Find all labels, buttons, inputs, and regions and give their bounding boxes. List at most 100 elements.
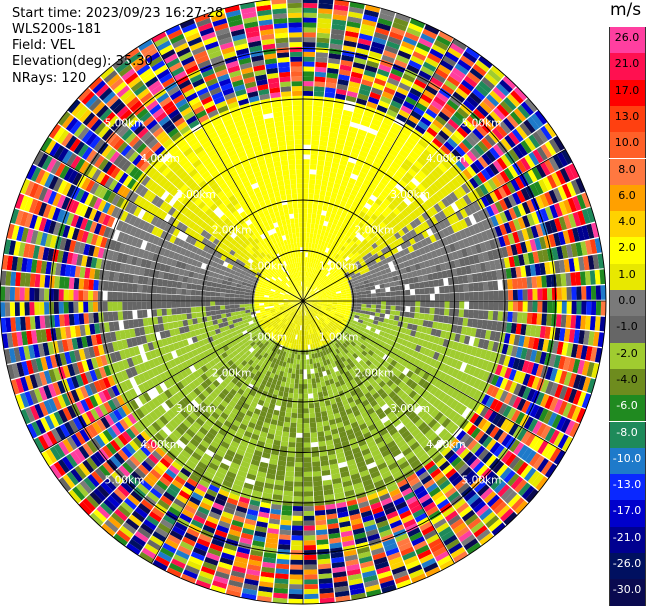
- velocity-gate: [356, 192, 364, 200]
- velocity-gate: [332, 297, 338, 300]
- velocity-gate: [319, 376, 325, 383]
- velocity-gate: [350, 341, 357, 347]
- velocity-gate: [444, 449, 456, 461]
- velocity-gate: [386, 356, 394, 364]
- velocity-gate: [331, 292, 337, 295]
- velocity-gate: [404, 354, 412, 362]
- velocity-gate: [306, 334, 310, 340]
- velocity-gate: [306, 364, 311, 370]
- velocity-gate: [548, 138, 561, 154]
- velocity-gate: [415, 294, 421, 301]
- velocity-gate: [403, 395, 412, 405]
- velocity-gate: [332, 387, 338, 394]
- velocity-gate: [303, 384, 308, 389]
- velocity-gate: [340, 350, 347, 357]
- velocity-gate: [565, 244, 574, 258]
- velocity-gate: [346, 295, 352, 299]
- velocity-gate: [529, 264, 537, 276]
- velocity-gate: [332, 246, 338, 252]
- velocity-gate: [336, 452, 345, 459]
- velocity-gate: [416, 156, 427, 167]
- velocity-gate: [390, 359, 398, 367]
- velocity-gate: [449, 349, 457, 359]
- velocity-gate: [331, 240, 337, 246]
- velocity-gate: [415, 449, 426, 459]
- velocity-gate: [532, 149, 544, 164]
- velocity-gate: [336, 306, 342, 309]
- velocity-gate: [479, 262, 487, 272]
- velocity-gate: [374, 217, 383, 225]
- velocity-gate: [467, 318, 474, 327]
- velocity-gate: [377, 275, 384, 281]
- velocity-gate: [412, 350, 420, 359]
- velocity-gate: [340, 309, 346, 313]
- velocity-gate: [332, 295, 337, 298]
- velocity-gate: [313, 338, 317, 344]
- velocity-gate: [575, 344, 583, 359]
- velocity-gate: [329, 340, 335, 346]
- velocity-gate: [436, 498, 450, 510]
- velocity-gate: [286, 402, 293, 408]
- velocity-gate: [420, 166, 431, 177]
- velocity-gate: [304, 271, 306, 277]
- velocity-gate: [399, 200, 408, 209]
- velocity-gate: [386, 323, 393, 330]
- velocity-gate: [417, 275, 424, 283]
- velocity-gate: [368, 278, 374, 283]
- velocity-gate: [586, 223, 595, 239]
- velocity-gate: [352, 365, 359, 372]
- velocity-gate: [328, 322, 334, 327]
- velocity-gate: [459, 157, 470, 169]
- velocity-gate: [438, 278, 444, 287]
- velocity-gate: [297, 403, 303, 409]
- velocity-gate: [558, 355, 566, 370]
- velocity-gate: [364, 136, 374, 145]
- velocity-gate: [321, 281, 326, 286]
- velocity-gate: [369, 285, 376, 290]
- velocity-gate: [313, 263, 317, 269]
- velocity-gate: [558, 385, 568, 400]
- velocity-gate: [310, 306, 316, 310]
- velocity-gate: [487, 281, 494, 291]
- velocity-gate: [309, 407, 315, 414]
- velocity-gate: [465, 327, 472, 336]
- velocity-gate: [312, 461, 321, 467]
- velocity-gate: [321, 292, 327, 295]
- velocity-gate: [451, 324, 458, 333]
- velocity-gate: [368, 340, 375, 346]
- velocity-gate: [339, 257, 345, 263]
- velocity-gate: [390, 305, 396, 311]
- velocity-gate: [350, 287, 356, 291]
- velocity-gate: [451, 268, 458, 277]
- velocity-gate: [364, 314, 370, 319]
- velocity-gate: [381, 296, 387, 301]
- velocity-gate: [397, 505, 410, 515]
- velocity-gate: [372, 235, 379, 243]
- velocity-gate: [407, 92, 420, 102]
- velocity-gate: [365, 528, 379, 537]
- velocity-gate: [373, 280, 380, 286]
- velocity-gate: [505, 268, 512, 279]
- velocity-gate: [395, 295, 401, 301]
- velocity-gate: [492, 311, 499, 321]
- velocity-gate: [348, 11, 363, 19]
- velocity-gate: [535, 476, 549, 491]
- velocity-gate: [448, 285, 455, 293]
- velocity-gate: [330, 263, 336, 269]
- velocity-gate: [343, 360, 349, 367]
- velocity-gate: [475, 243, 483, 254]
- velocity-gate: [465, 265, 472, 275]
- velocity-gate: [426, 127, 438, 138]
- velocity-gate: [306, 272, 309, 278]
- velocity-gate: [306, 293, 310, 298]
- velocity-gate: [556, 287, 562, 300]
- velocity-gate: [415, 196, 425, 206]
- velocity-gate: [331, 28, 345, 36]
- velocity-gate: [422, 149, 434, 159]
- velocity-gate: [517, 359, 525, 372]
- velocity-gate: [279, 411, 286, 417]
- velocity-gate: [510, 90, 524, 104]
- velocity-gate: [334, 253, 340, 260]
- velocity-gate: [312, 285, 316, 291]
- velocity-gate: [358, 171, 367, 179]
